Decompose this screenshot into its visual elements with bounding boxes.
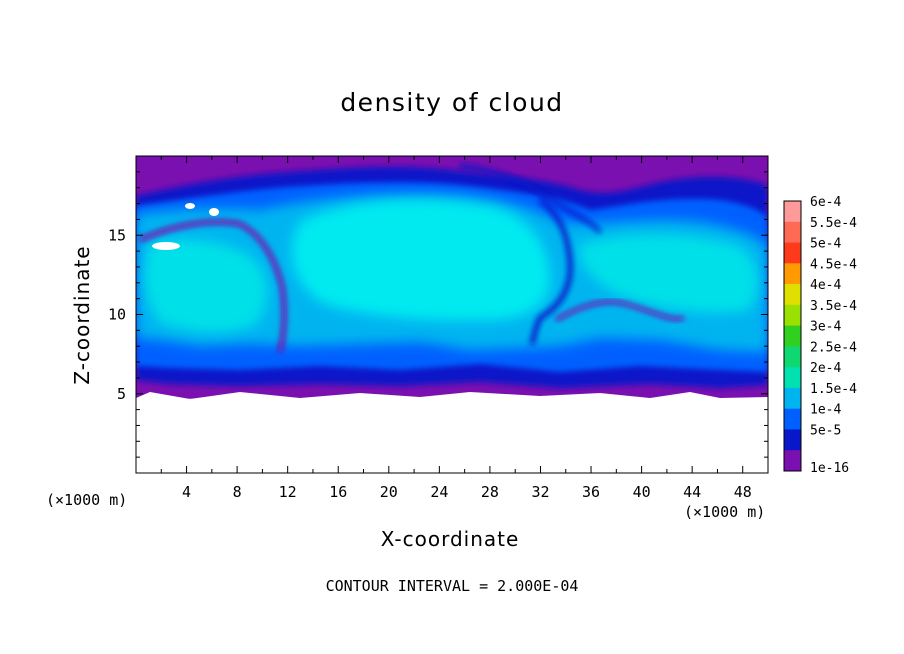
x-tick-label: 8 <box>233 483 242 501</box>
y-axis-label: Z-coordinate <box>70 245 94 385</box>
colorbar-swatch <box>784 242 801 264</box>
field-core-right <box>579 234 758 313</box>
colorbar-swatch <box>784 325 801 347</box>
colorbar-swatch <box>784 304 801 327</box>
colorbar-label: 1e-4 <box>810 403 841 418</box>
colorbar-label: 2e-4 <box>810 361 841 376</box>
colorbar-swatch <box>784 263 801 285</box>
y-axis: 5 10 15 <box>108 171 768 458</box>
x-tick-label: 48 <box>734 483 752 501</box>
colorbar-frame <box>783 200 802 472</box>
field-core-center <box>292 199 550 321</box>
field-below-base <box>136 398 768 473</box>
colorbar-swatch <box>784 450 801 472</box>
x-tick-label: 28 <box>481 483 499 501</box>
contour-interval-note: CONTOUR INTERVAL = 2.000E-04 <box>325 577 579 595</box>
x-unit-label-right: (×1000 m) <box>684 503 766 521</box>
x-axis: 4 8 12 16 20 24 28 32 36 40 44 48 <box>160 156 752 501</box>
colorbar-swatch <box>784 408 801 430</box>
x-tick-label: 40 <box>633 483 651 501</box>
y-tick-label: 5 <box>117 385 126 403</box>
colorbar-label: 5.5e-4 <box>810 216 857 231</box>
field-core-left <box>144 239 268 332</box>
cloud-density-field <box>136 156 768 399</box>
colorbar-swatch <box>784 367 801 389</box>
field-filament-mid <box>529 197 573 345</box>
x-tick-label: 44 <box>683 483 701 501</box>
colorbar-label: 6e-4 <box>810 195 841 210</box>
colorbar-label: 2.5e-4 <box>810 340 857 355</box>
colorbar-label: 1e-16 <box>810 461 849 476</box>
x-tick-label: 32 <box>531 483 549 501</box>
colorbar-label: 5e-4 <box>810 237 841 252</box>
colorbar-swatch <box>784 387 801 410</box>
y-tick-label: 15 <box>108 226 126 244</box>
colorbar-label: 5e-5 <box>810 423 841 438</box>
colorbar-swatch <box>784 221 801 244</box>
field-filament-right <box>554 299 685 322</box>
x-tick-label: 16 <box>329 483 347 501</box>
x-tick-label: 36 <box>582 483 600 501</box>
colorbar-swatch <box>784 284 801 306</box>
x-axis-label: X-coordinate <box>380 527 520 551</box>
colorbar-swatch <box>784 429 801 451</box>
colorbar-label: 4e-4 <box>810 278 841 293</box>
field-gap-3 <box>209 208 219 216</box>
colorbar: 6e-4 5.5e-4 5e-4 4.5e-4 4e-4 3.5e-4 3e-4 2.5e-4… <box>783 195 857 476</box>
colorbar-label: 3.5e-4 <box>810 299 857 314</box>
colorbar-label: 1.5e-4 <box>810 382 857 397</box>
field-gap-2 <box>185 203 195 209</box>
field-filament-top <box>459 164 602 234</box>
x-tick-label: 4 <box>182 483 191 501</box>
colorbar-label: 4.5e-4 <box>810 257 857 272</box>
colorbar-label: 3e-4 <box>810 320 841 335</box>
x-tick-label: 20 <box>380 483 398 501</box>
colorbar-swatch <box>784 346 801 368</box>
x-tick-label: 12 <box>279 483 297 501</box>
x-tick-label: 24 <box>430 483 448 501</box>
colorbar-swatch <box>784 201 801 223</box>
field-gap-1 <box>152 242 180 250</box>
y-tick-label: 10 <box>108 306 126 324</box>
field-filament-left <box>138 219 287 353</box>
x-unit-label-left: (×1000 m) <box>46 491 128 509</box>
chart-title: density of cloud <box>340 88 564 117</box>
